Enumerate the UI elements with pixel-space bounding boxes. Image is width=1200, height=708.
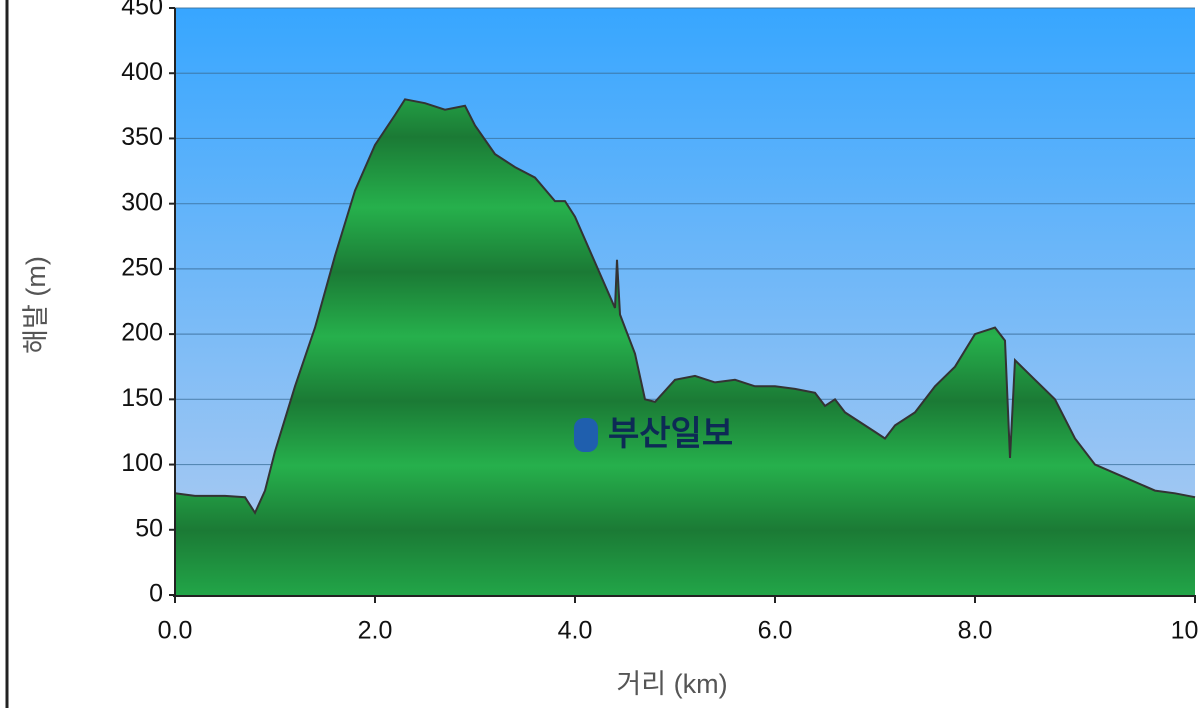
watermark: 부산일보 [574, 415, 733, 453]
y-axis-title: 해발 (m) [21, 256, 51, 354]
elevation-line [174, 98, 1196, 515]
x-tick-label: 4.0 [558, 617, 593, 645]
y-tick-label: 0 [149, 580, 163, 608]
x-tick-label: 10.2 [1171, 617, 1200, 645]
y-tick-label: 150 [121, 384, 163, 412]
y-tick-label: 400 [121, 58, 163, 86]
x-tick-label: 6.0 [758, 617, 793, 645]
y-tick-label: 450 [121, 0, 163, 21]
x-tick-label: 8.0 [958, 617, 993, 645]
elevation-area [175, 99, 1195, 596]
watermark-logo [574, 418, 598, 452]
y-tick-label: 50 [135, 514, 163, 542]
marks [174, 98, 1196, 596]
y-tick-label: 200 [121, 319, 163, 347]
y-tick-label: 350 [121, 123, 163, 151]
watermark-text: 부산일보 [608, 415, 733, 453]
y-tick-label: 250 [121, 253, 163, 281]
x-tick-label: 0.0 [158, 617, 193, 645]
x-tick-label: 2.0 [358, 617, 393, 645]
y-tick-label: 100 [121, 449, 163, 477]
x-axis-title: 거리 (km) [616, 669, 727, 699]
y-tick-label: 300 [121, 188, 163, 216]
